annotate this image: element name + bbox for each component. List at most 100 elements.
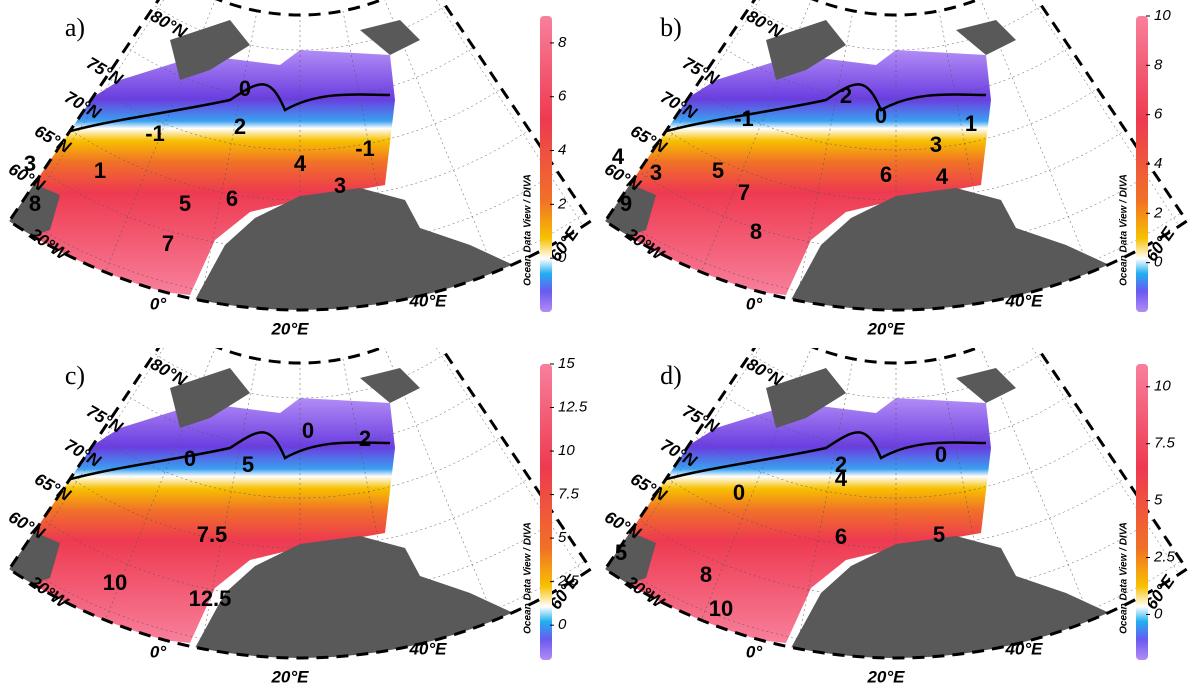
panel-label: d)	[660, 361, 682, 390]
longitude-line	[104, 0, 216, 273]
map-frame	[7, 348, 593, 660]
contour-label: 7.5	[197, 522, 228, 547]
contour-label: 1	[965, 111, 977, 136]
data-field	[10, 50, 395, 295]
longitude-line	[1018, 348, 1180, 575]
map-frame	[603, 348, 1189, 660]
colorbar-tick-label: 5	[1154, 492, 1163, 509]
colorbar-tick-label: 6	[558, 88, 567, 105]
land	[956, 368, 1016, 403]
longitude-label: 0°	[150, 642, 166, 661]
longitude-label: 20°E	[270, 667, 309, 686]
contour-label: 4	[835, 466, 848, 491]
longitude-label: 20°E	[866, 319, 905, 338]
contour-label: 5	[242, 452, 254, 477]
longitude-label: 40°E	[408, 291, 447, 310]
contour-label: 0	[733, 480, 745, 505]
contour-label: 3	[650, 160, 662, 185]
longitude-line	[384, 348, 496, 621]
zero-contour	[635, 431, 987, 490]
land	[170, 368, 250, 428]
contour-label: 0	[302, 418, 314, 443]
colorbar-tick-label: 7.5	[1154, 435, 1176, 452]
colorbar	[1136, 364, 1148, 660]
colorbar-tick-label: 0	[1154, 605, 1163, 622]
longitude-line	[200, 10, 258, 301]
colorbar	[1136, 16, 1148, 312]
longitude-line	[796, 10, 854, 301]
colorbar	[540, 16, 552, 312]
longitude-line	[980, 0, 1092, 273]
longitude-line	[796, 358, 854, 649]
colorbar-tick-label: 0	[1154, 254, 1163, 271]
colorbar-tick-label: 4	[558, 142, 566, 159]
contour-label: 10	[103, 570, 127, 595]
contour-label: 2	[835, 452, 847, 477]
contour-label: 6	[226, 186, 238, 211]
contour-label: 0	[935, 442, 947, 467]
contour-label: 4	[612, 144, 625, 169]
map-area	[9, 348, 591, 659]
colorbar-tick-label: 2	[1153, 204, 1163, 221]
land	[360, 368, 420, 403]
contour-label: 0	[184, 446, 196, 471]
map-frame	[7, 0, 593, 312]
colorbar-tick-label: 2.5	[557, 573, 580, 590]
contour-label: 5	[933, 522, 945, 547]
longitude-line	[200, 358, 258, 649]
panel-label: c)	[65, 361, 85, 390]
colorbar-tick-label: 4	[1154, 155, 1162, 172]
longitude-label: 20°E	[866, 667, 905, 686]
longitude-line	[1018, 0, 1180, 227]
longitude-line	[612, 0, 774, 227]
contour-label: 5	[712, 158, 724, 183]
colorbar-tick-label: 8	[1154, 56, 1163, 73]
colorbar-tick-label: 0	[558, 249, 567, 266]
data-field	[10, 398, 395, 643]
colorbar-tick-label: 2.5	[1153, 549, 1176, 566]
map-frame	[603, 0, 1189, 312]
contour-label: 3	[930, 132, 942, 157]
contour-label: 7	[162, 231, 174, 256]
contour-label: 0	[239, 76, 251, 101]
longitude-line	[700, 0, 812, 273]
zero-contour	[39, 83, 391, 142]
colorbar	[540, 364, 552, 660]
data-field	[606, 50, 991, 295]
colorbar-tick-label: 15	[558, 355, 575, 372]
contour-label: 12.5	[189, 586, 232, 611]
longitude-line	[612, 348, 774, 575]
land	[766, 368, 846, 428]
longitude-line	[422, 348, 584, 575]
longitude-line	[16, 348, 178, 575]
longitude-line	[16, 0, 178, 227]
colorbar-tick-label: 0	[558, 616, 567, 633]
contour-label: -1	[355, 136, 375, 161]
colorbar-tick-label: 8	[558, 34, 567, 51]
longitude-line	[700, 348, 812, 621]
contour-label: 3	[24, 151, 36, 176]
contour-label: 6	[880, 162, 892, 187]
longitude-label: 40°E	[1004, 639, 1043, 658]
map-panel: 0 50 27.51012.580°N75°N70°N65°N60°N20°W0°2…	[5, 348, 593, 686]
contour-label: 3	[334, 173, 346, 198]
colorbar-tick-label: 12.5	[558, 398, 588, 415]
contour-label: 5	[615, 540, 627, 565]
land	[170, 20, 250, 80]
longitude-line	[980, 348, 1092, 621]
longitude-label: 20°E	[270, 319, 309, 338]
colorbar-title: Ocean Data View / DIVA	[1119, 174, 1130, 286]
land	[766, 20, 846, 80]
data-field	[606, 398, 991, 643]
colorbar-tick-label: 10	[1154, 378, 1171, 395]
map-area	[605, 0, 1187, 311]
longitude-line	[104, 348, 216, 621]
contour-label: 5	[179, 191, 191, 216]
contour-label: 8	[750, 219, 762, 244]
map-area	[605, 348, 1187, 659]
colorbar-tick-label: 2	[557, 195, 567, 212]
contour-label: 8	[29, 191, 41, 216]
longitude-label: 40°E	[408, 639, 447, 658]
